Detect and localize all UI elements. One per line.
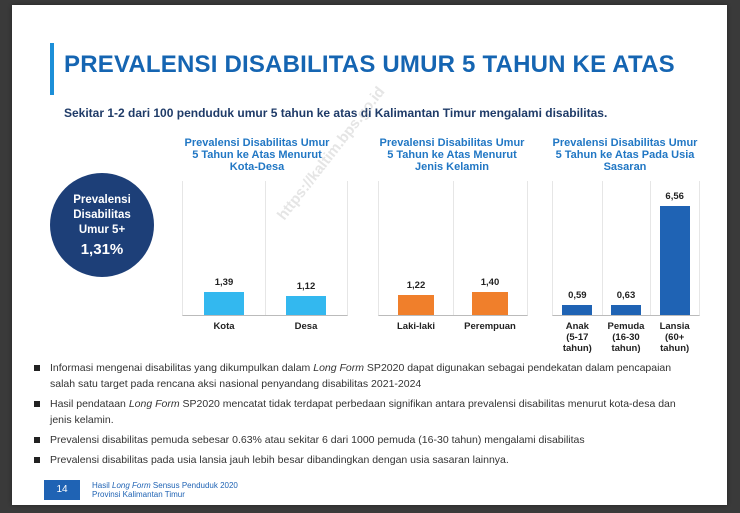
page-title: PREVALENSI DISABILITAS UMUR 5 TAHUN KE A…	[64, 51, 675, 78]
bar-value-label: 1,12	[296, 281, 316, 293]
chart-divider	[601, 181, 603, 315]
chart-jenis-kelamin: 1,22 Laki-laki 1,40 Perempuan	[378, 181, 528, 332]
bar-value-label: 1,40	[480, 276, 500, 288]
chart-bar	[659, 206, 690, 315]
bullet-item: Informasi mengenai disabilitas yang diku…	[34, 360, 694, 392]
chart-bar	[398, 294, 434, 315]
category-label: Anak (5-17 tahun)	[562, 321, 592, 354]
page-number: 14	[44, 480, 80, 500]
chart-bar	[204, 291, 244, 315]
bar-value-label: 6,56	[665, 191, 684, 203]
bar-value-label: 0,59	[568, 290, 587, 302]
chart-divider	[265, 181, 266, 315]
chart-bar	[611, 304, 641, 315]
bullet-square-icon	[34, 437, 40, 443]
category-label: Pemuda (16-30 tahun)	[607, 321, 645, 354]
report-page: PREVALENSI DISABILITAS UMUR 5 TAHUN KE A…	[12, 5, 727, 505]
circle-label: Prevalensi Disabilitas Umur 5+	[73, 193, 131, 236]
bullet-square-icon	[34, 365, 40, 371]
bar-value-label: 0,63	[616, 289, 636, 301]
bullet-item: Hasil pendataan Long Form SP2020 mencata…	[34, 396, 694, 428]
footer-line1-italic: Long Form	[112, 481, 151, 490]
bullet-square-icon	[34, 401, 40, 407]
overall-prevalence-circle: Prevalensi Disabilitas Umur 5+ 1,31%	[50, 173, 154, 277]
chart-bar	[562, 305, 593, 315]
chart-bar	[286, 296, 326, 315]
bullet-square-icon	[34, 457, 40, 463]
chart-title-jenis-kelamin: Prevalensi Disabilitas Umur 5 Tahun ke A…	[379, 137, 525, 173]
page-subtitle: Sekitar 1-2 dari 100 penduduk umur 5 tah…	[64, 106, 608, 120]
footer-line1-post: Sensus Penduduk 2020	[150, 481, 238, 490]
footer-text: Hasil Long Form Sensus Penduduk 2020 Pro…	[92, 481, 238, 499]
chart-bar	[472, 291, 508, 315]
chart-title-usia-sasaran: Prevalensi Disabilitas Umur 5 Tahun ke A…	[552, 137, 698, 173]
circle-value: 1,31%	[80, 240, 124, 258]
chart-divider	[453, 181, 454, 315]
footer: 14 Hasil Long Form Sensus Penduduk 2020 …	[44, 480, 344, 500]
bullet-item: Prevalensi disabilitas pemuda sebesar 0.…	[34, 432, 694, 448]
bullet-list: Informasi mengenai disabilitas yang diku…	[34, 360, 694, 472]
chart-divider	[650, 181, 652, 315]
footer-line1-pre: Hasil	[92, 481, 113, 490]
bar-value-label: 1,39	[214, 276, 234, 288]
bar-value-label: 1,22	[406, 279, 426, 291]
category-label: Laki-laki	[396, 321, 436, 332]
chart-usia-sasaran: 0,59 Anak (5-17 tahun) 0,63 Pemuda (16-30 tahun…	[552, 181, 700, 354]
bullet-item: Prevalensi disabilitas pada usia lansia …	[34, 452, 694, 468]
category-label: Kota	[213, 321, 235, 332]
category-label: Desa	[294, 321, 318, 332]
chart-title-kota-desa: Prevalensi Disabilitas Umur 5 Tahun ke A…	[184, 137, 330, 173]
category-label: Perempuan	[464, 321, 516, 332]
footer-line2: Provinsi Kalimantan Timur	[92, 490, 185, 499]
title-accent-bar	[50, 43, 54, 95]
chart-kota-desa: 1,39 Kota 1,12 Desa	[182, 181, 348, 332]
category-label: Lansia (60+ tahun)	[659, 321, 690, 354]
